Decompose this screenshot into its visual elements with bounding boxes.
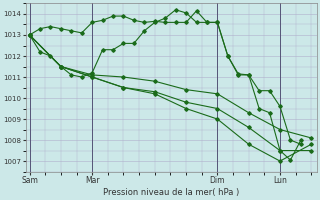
X-axis label: Pression niveau de la mer( hPa ): Pression niveau de la mer( hPa ) [103,188,239,197]
